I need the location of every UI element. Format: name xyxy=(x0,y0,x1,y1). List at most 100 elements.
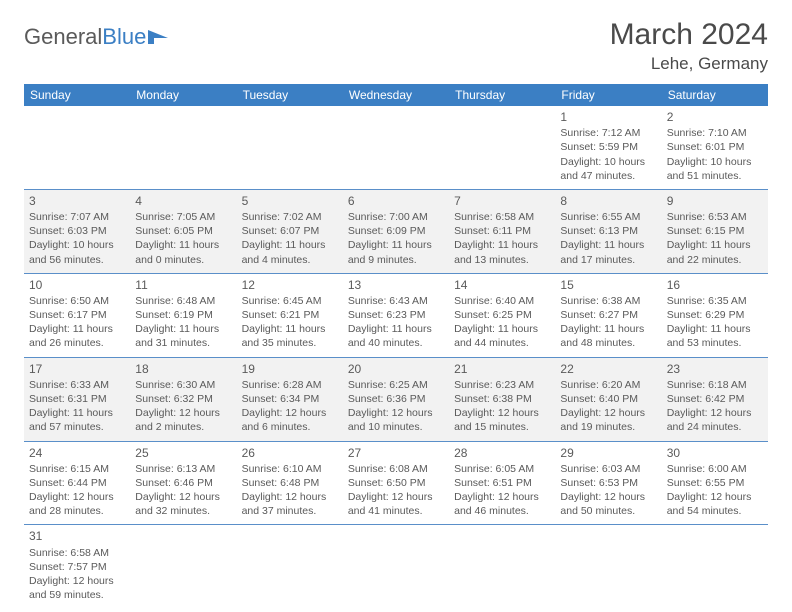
day-info-line: Sunrise: 6:15 AM xyxy=(29,462,125,476)
day-info-line: Sunrise: 6:33 AM xyxy=(29,378,125,392)
day-info-line: Sunrise: 6:35 AM xyxy=(667,294,763,308)
calendar-cell xyxy=(343,106,449,189)
calendar-cell: 1Sunrise: 7:12 AMSunset: 5:59 PMDaylight… xyxy=(555,106,661,189)
day-info-line: and 50 minutes. xyxy=(560,504,656,518)
day-info-line: Sunrise: 7:10 AM xyxy=(667,126,763,140)
day-info-line: Sunrise: 6:43 AM xyxy=(348,294,444,308)
day-info-line: Sunrise: 6:45 AM xyxy=(242,294,338,308)
day-info-line: Daylight: 12 hours xyxy=(135,490,231,504)
day-number: 9 xyxy=(667,193,763,209)
day-number: 2 xyxy=(667,109,763,125)
day-number: 28 xyxy=(454,445,550,461)
day-number: 10 xyxy=(29,277,125,293)
day-info-line: Sunrise: 7:05 AM xyxy=(135,210,231,224)
day-number: 15 xyxy=(560,277,656,293)
day-info-line: and 10 minutes. xyxy=(348,420,444,434)
calendar-cell xyxy=(662,525,768,608)
day-number: 12 xyxy=(242,277,338,293)
calendar-cell xyxy=(237,525,343,608)
header: GeneralBlue March 2024 Lehe, Germany xyxy=(24,18,768,74)
day-info-line: Daylight: 10 hours xyxy=(29,238,125,252)
day-info-line: and 41 minutes. xyxy=(348,504,444,518)
day-info-line: Sunrise: 6:08 AM xyxy=(348,462,444,476)
calendar-cell xyxy=(555,525,661,608)
calendar-cell: 6Sunrise: 7:00 AMSunset: 6:09 PMDaylight… xyxy=(343,189,449,273)
dayname-header: Monday xyxy=(130,84,236,106)
day-number: 13 xyxy=(348,277,444,293)
dayname-header: Sunday xyxy=(24,84,130,106)
day-info-line: and 46 minutes. xyxy=(454,504,550,518)
logo-text-blue: Blue xyxy=(102,24,146,50)
day-info-line: Sunset: 6:31 PM xyxy=(29,392,125,406)
calendar-cell: 28Sunrise: 6:05 AMSunset: 6:51 PMDayligh… xyxy=(449,441,555,525)
day-info-line: Sunrise: 6:23 AM xyxy=(454,378,550,392)
month-title: March 2024 xyxy=(610,18,768,52)
calendar-cell: 25Sunrise: 6:13 AMSunset: 6:46 PMDayligh… xyxy=(130,441,236,525)
day-info-line: Sunset: 6:44 PM xyxy=(29,476,125,490)
day-info-line: Daylight: 11 hours xyxy=(135,238,231,252)
day-info-line: Daylight: 12 hours xyxy=(135,406,231,420)
day-number: 11 xyxy=(135,277,231,293)
day-info-line: Daylight: 10 hours xyxy=(560,155,656,169)
day-info-line: Daylight: 12 hours xyxy=(560,406,656,420)
day-info-line: Sunset: 6:51 PM xyxy=(454,476,550,490)
day-info-line: Daylight: 11 hours xyxy=(29,322,125,336)
day-info-line: Sunset: 6:09 PM xyxy=(348,224,444,238)
day-info-line: Sunrise: 7:12 AM xyxy=(560,126,656,140)
dayname-header: Wednesday xyxy=(343,84,449,106)
dayname-header: Saturday xyxy=(662,84,768,106)
day-number: 5 xyxy=(242,193,338,209)
day-info-line: and 9 minutes. xyxy=(348,253,444,267)
calendar-cell: 16Sunrise: 6:35 AMSunset: 6:29 PMDayligh… xyxy=(662,273,768,357)
day-info-line: Daylight: 12 hours xyxy=(348,490,444,504)
day-info-line: Sunrise: 6:58 AM xyxy=(29,546,125,560)
day-info-line: Sunrise: 7:02 AM xyxy=(242,210,338,224)
day-info-line: Daylight: 12 hours xyxy=(667,406,763,420)
day-info-line: Sunset: 6:38 PM xyxy=(454,392,550,406)
calendar-cell: 9Sunrise: 6:53 AMSunset: 6:15 PMDaylight… xyxy=(662,189,768,273)
calendar-cell: 12Sunrise: 6:45 AMSunset: 6:21 PMDayligh… xyxy=(237,273,343,357)
calendar-cell xyxy=(130,525,236,608)
day-info-line: Sunrise: 6:13 AM xyxy=(135,462,231,476)
day-info-line: Daylight: 11 hours xyxy=(560,322,656,336)
day-info-line: Sunrise: 6:30 AM xyxy=(135,378,231,392)
calendar-cell: 11Sunrise: 6:48 AMSunset: 6:19 PMDayligh… xyxy=(130,273,236,357)
day-info-line: Daylight: 11 hours xyxy=(560,238,656,252)
day-info-line: and 19 minutes. xyxy=(560,420,656,434)
day-info-line: Sunset: 6:42 PM xyxy=(667,392,763,406)
day-info-line: Daylight: 12 hours xyxy=(560,490,656,504)
day-info-line: Sunrise: 6:58 AM xyxy=(454,210,550,224)
day-number: 18 xyxy=(135,361,231,377)
day-info-line: Daylight: 11 hours xyxy=(135,322,231,336)
day-info-line: Sunrise: 6:28 AM xyxy=(242,378,338,392)
day-info-line: and 6 minutes. xyxy=(242,420,338,434)
day-info-line: Daylight: 12 hours xyxy=(242,406,338,420)
day-number: 22 xyxy=(560,361,656,377)
dayname-header: Thursday xyxy=(449,84,555,106)
day-number: 8 xyxy=(560,193,656,209)
day-info-line: Daylight: 12 hours xyxy=(348,406,444,420)
day-info-line: Daylight: 12 hours xyxy=(29,490,125,504)
day-info-line: Sunset: 7:57 PM xyxy=(29,560,125,574)
day-info-line: Sunrise: 6:03 AM xyxy=(560,462,656,476)
calendar-cell xyxy=(449,106,555,189)
day-number: 31 xyxy=(29,528,125,544)
calendar-cell xyxy=(24,106,130,189)
day-info-line: Sunset: 6:36 PM xyxy=(348,392,444,406)
day-info-line: Sunrise: 7:00 AM xyxy=(348,210,444,224)
day-info-line: Sunrise: 6:20 AM xyxy=(560,378,656,392)
dayname-header: Friday xyxy=(555,84,661,106)
calendar-cell: 5Sunrise: 7:02 AMSunset: 6:07 PMDaylight… xyxy=(237,189,343,273)
calendar-cell: 18Sunrise: 6:30 AMSunset: 6:32 PMDayligh… xyxy=(130,357,236,441)
day-info-line: and 37 minutes. xyxy=(242,504,338,518)
day-info-line: Daylight: 11 hours xyxy=(454,322,550,336)
day-info-line: and 22 minutes. xyxy=(667,253,763,267)
day-info-line: Daylight: 12 hours xyxy=(29,574,125,588)
calendar-cell: 15Sunrise: 6:38 AMSunset: 6:27 PMDayligh… xyxy=(555,273,661,357)
day-info-line: and 57 minutes. xyxy=(29,420,125,434)
day-info-line: Sunset: 6:29 PM xyxy=(667,308,763,322)
day-number: 6 xyxy=(348,193,444,209)
day-info-line: Sunrise: 6:38 AM xyxy=(560,294,656,308)
day-info-line: and 15 minutes. xyxy=(454,420,550,434)
day-info-line: and 31 minutes. xyxy=(135,336,231,350)
